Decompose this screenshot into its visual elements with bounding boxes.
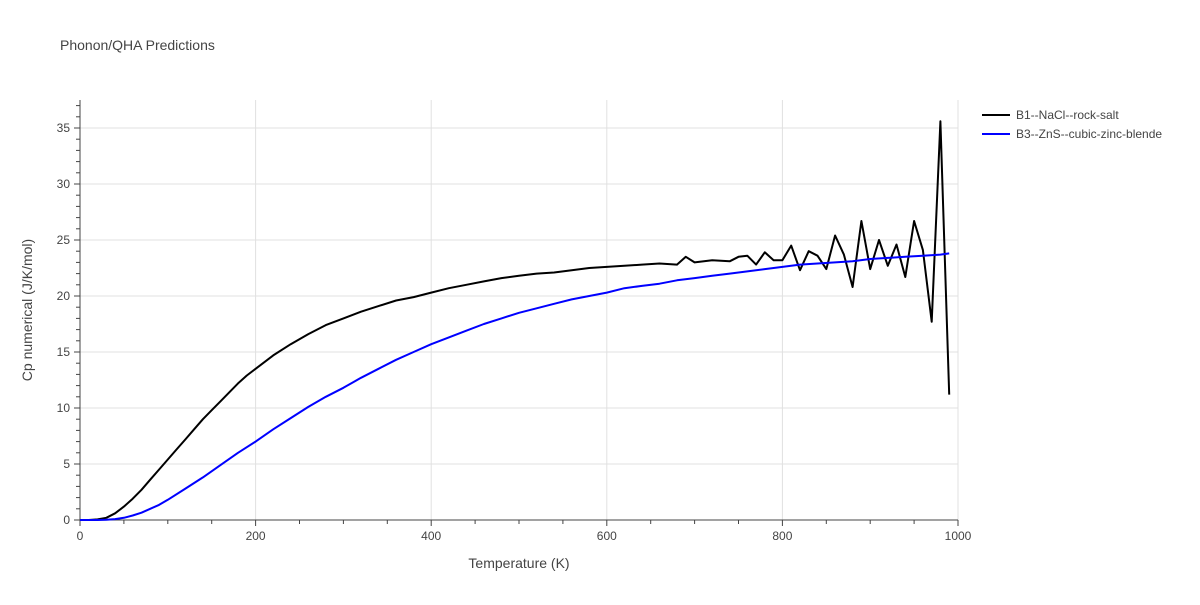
y-tick-label: 5 [63, 457, 70, 471]
chart-title: Phonon/QHA Predictions [60, 37, 215, 53]
y-tick-label: 30 [57, 177, 71, 191]
y-tick-label: 0 [63, 513, 70, 527]
series-lines [80, 120, 951, 521]
legend-label-1: B1--NaCl--rock-salt [1016, 108, 1119, 122]
grid-lines [80, 100, 959, 520]
x-tick-label: 800 [772, 529, 792, 543]
series-line-2 [80, 252, 950, 521]
x-axis-title: Temperature (K) [468, 555, 569, 571]
y-tick-label: 25 [57, 233, 71, 247]
legend: B1--NaCl--rock-salt B3--ZnS--cubic-zinc-b… [982, 108, 1162, 141]
y-tick-label: 35 [57, 121, 71, 135]
x-tick-label: 1000 [945, 529, 972, 543]
axes: 0 200 400 600 800 1000 0 5 10 15 20 25 30 35 [57, 100, 972, 543]
legend-label-2: B3--ZnS--cubic-zinc-blende [1016, 127, 1162, 141]
x-tick-label: 200 [246, 529, 266, 543]
y-tick-label: 20 [57, 289, 71, 303]
x-tick-label: 400 [421, 529, 441, 543]
x-tick-label: 0 [77, 529, 84, 543]
x-tick-label: 600 [597, 529, 617, 543]
series-line-1 [80, 120, 951, 521]
y-tick-label: 10 [57, 401, 71, 415]
y-tick-label: 15 [57, 345, 71, 359]
y-axis-title: Cp numerical (J/K/mol) [19, 239, 35, 381]
